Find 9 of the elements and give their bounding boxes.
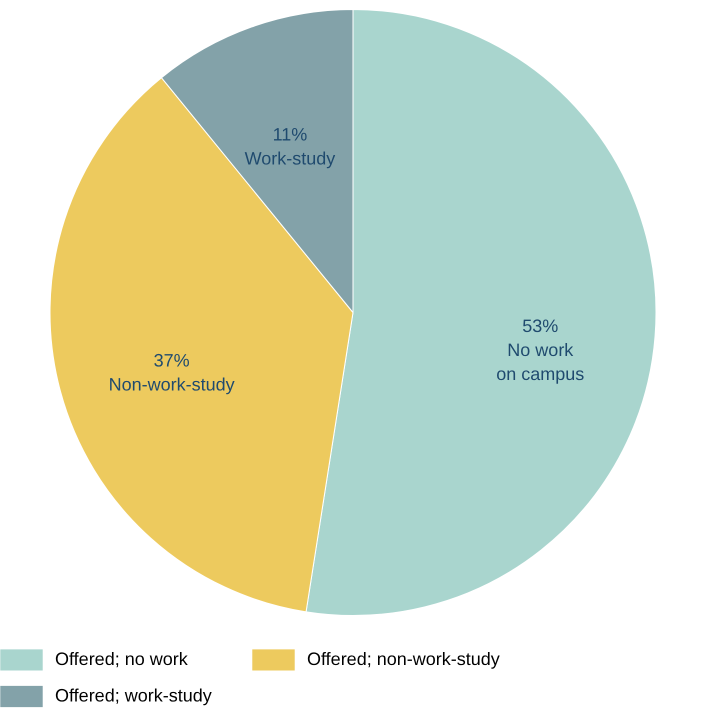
data-label: 53% [522, 316, 558, 336]
text: No work on campus [496, 340, 584, 384]
text: Work-study [244, 148, 336, 169]
legend-label: Offered; non-work-study [307, 648, 500, 669]
legend-label: Offered; no work [55, 648, 189, 669]
legend-label: Offered; work-study [55, 686, 212, 706]
data-label: 37% [154, 350, 190, 371]
text: Non-work-study [108, 374, 235, 395]
data-label: 11% [272, 124, 308, 145]
